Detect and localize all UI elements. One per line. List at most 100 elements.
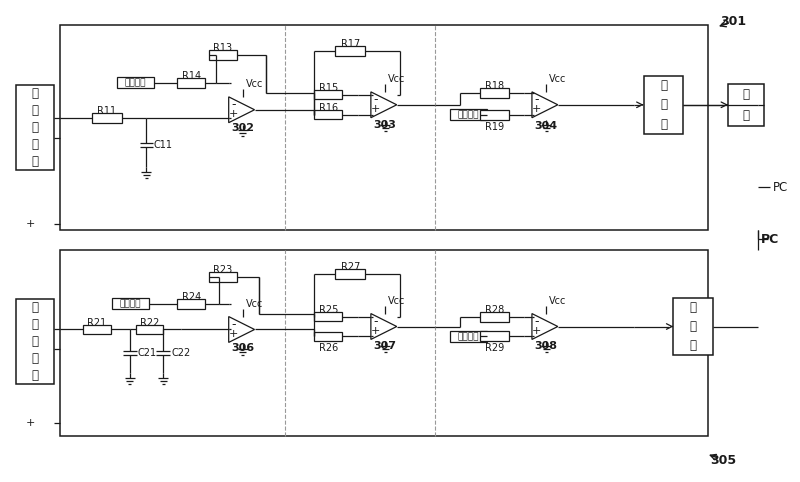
- Text: R13: R13: [214, 43, 233, 53]
- Text: 报: 报: [690, 301, 697, 314]
- Text: +: +: [371, 105, 381, 114]
- Text: 温: 温: [32, 87, 38, 100]
- Text: 302: 302: [231, 122, 254, 133]
- Bar: [60, 25, 708, 230]
- Text: -: -: [374, 93, 378, 106]
- Bar: [479, 332, 510, 341]
- Text: +: +: [229, 109, 238, 120]
- Text: R14: R14: [182, 71, 201, 81]
- Bar: [60, 250, 708, 436]
- Bar: [16, 85, 54, 170]
- Text: R18: R18: [485, 81, 504, 91]
- Text: 感: 感: [32, 138, 38, 151]
- Text: R17: R17: [341, 39, 360, 49]
- Text: +: +: [371, 326, 381, 336]
- Bar: [209, 50, 237, 60]
- Bar: [479, 311, 510, 321]
- Text: PC: PC: [761, 232, 779, 245]
- Text: Vcc: Vcc: [388, 74, 406, 84]
- Bar: [117, 78, 154, 88]
- Bar: [479, 88, 510, 98]
- Text: 轴: 轴: [742, 109, 750, 122]
- Text: +: +: [532, 105, 542, 114]
- Text: C11: C11: [154, 140, 173, 149]
- Text: 参考电压: 参考电压: [458, 332, 479, 341]
- Text: R22: R22: [140, 318, 159, 328]
- Text: 驱: 驱: [660, 79, 667, 92]
- Text: 主: 主: [742, 88, 750, 101]
- Text: 303: 303: [374, 120, 397, 130]
- Text: 器: 器: [32, 369, 38, 382]
- Bar: [314, 110, 342, 119]
- Bar: [335, 46, 366, 56]
- Bar: [314, 90, 342, 99]
- Text: +: +: [26, 418, 35, 428]
- Bar: [335, 269, 366, 279]
- Text: +: +: [532, 326, 542, 336]
- Bar: [450, 109, 487, 120]
- Text: 警: 警: [690, 320, 697, 333]
- Bar: [643, 76, 683, 134]
- Text: R27: R27: [341, 262, 360, 272]
- Bar: [209, 272, 237, 282]
- Bar: [112, 298, 150, 309]
- Bar: [314, 312, 342, 321]
- Text: +: +: [26, 219, 35, 229]
- Text: 量: 量: [32, 318, 38, 331]
- Text: 301: 301: [720, 15, 746, 28]
- Text: R24: R24: [182, 292, 201, 302]
- Text: R21: R21: [87, 318, 106, 328]
- Text: C22: C22: [171, 348, 190, 358]
- Text: -: -: [231, 318, 236, 331]
- Text: 流: 流: [32, 301, 38, 314]
- Bar: [674, 298, 713, 355]
- Bar: [83, 325, 110, 334]
- Bar: [16, 299, 54, 384]
- Text: Vcc: Vcc: [246, 79, 263, 89]
- Bar: [92, 113, 122, 123]
- Text: 传: 传: [32, 335, 38, 348]
- Text: Vcc: Vcc: [388, 295, 406, 306]
- Bar: [479, 110, 510, 120]
- Bar: [135, 325, 163, 334]
- Text: R25: R25: [318, 305, 338, 315]
- Text: C21: C21: [138, 348, 157, 358]
- Bar: [178, 299, 205, 308]
- Text: R23: R23: [214, 265, 233, 275]
- Text: -: -: [534, 93, 539, 106]
- Text: 器: 器: [690, 339, 697, 352]
- Text: 参考电压: 参考电压: [458, 110, 479, 119]
- Text: 参考电压: 参考电压: [120, 299, 142, 308]
- Bar: [728, 84, 764, 126]
- Text: 305: 305: [710, 454, 736, 467]
- Text: 307: 307: [374, 341, 397, 351]
- Text: -: -: [374, 315, 378, 328]
- Text: +: +: [229, 329, 238, 339]
- Text: 度: 度: [32, 104, 38, 117]
- Text: R16: R16: [319, 103, 338, 113]
- Text: 304: 304: [534, 120, 558, 131]
- Text: R11: R11: [97, 106, 116, 116]
- Text: R15: R15: [318, 83, 338, 94]
- Text: 传: 传: [32, 121, 38, 134]
- Text: Vcc: Vcc: [549, 295, 566, 306]
- Bar: [314, 332, 342, 341]
- Text: 感: 感: [32, 352, 38, 365]
- Bar: [450, 331, 487, 342]
- Text: 器: 器: [32, 155, 38, 168]
- Text: R26: R26: [318, 343, 338, 353]
- Bar: [178, 78, 205, 88]
- Text: PC: PC: [773, 181, 788, 194]
- Text: -: -: [231, 98, 236, 111]
- Text: 308: 308: [534, 341, 558, 351]
- Text: -: -: [534, 315, 539, 328]
- Text: 动: 动: [660, 98, 667, 111]
- Text: 参考电压: 参考电压: [125, 79, 146, 87]
- Text: 器: 器: [660, 118, 667, 131]
- Text: R19: R19: [485, 121, 504, 132]
- Text: R29: R29: [485, 343, 504, 353]
- Text: R28: R28: [485, 305, 504, 315]
- Text: Vcc: Vcc: [549, 74, 566, 84]
- Text: Vcc: Vcc: [246, 299, 263, 308]
- Text: 306: 306: [231, 343, 254, 353]
